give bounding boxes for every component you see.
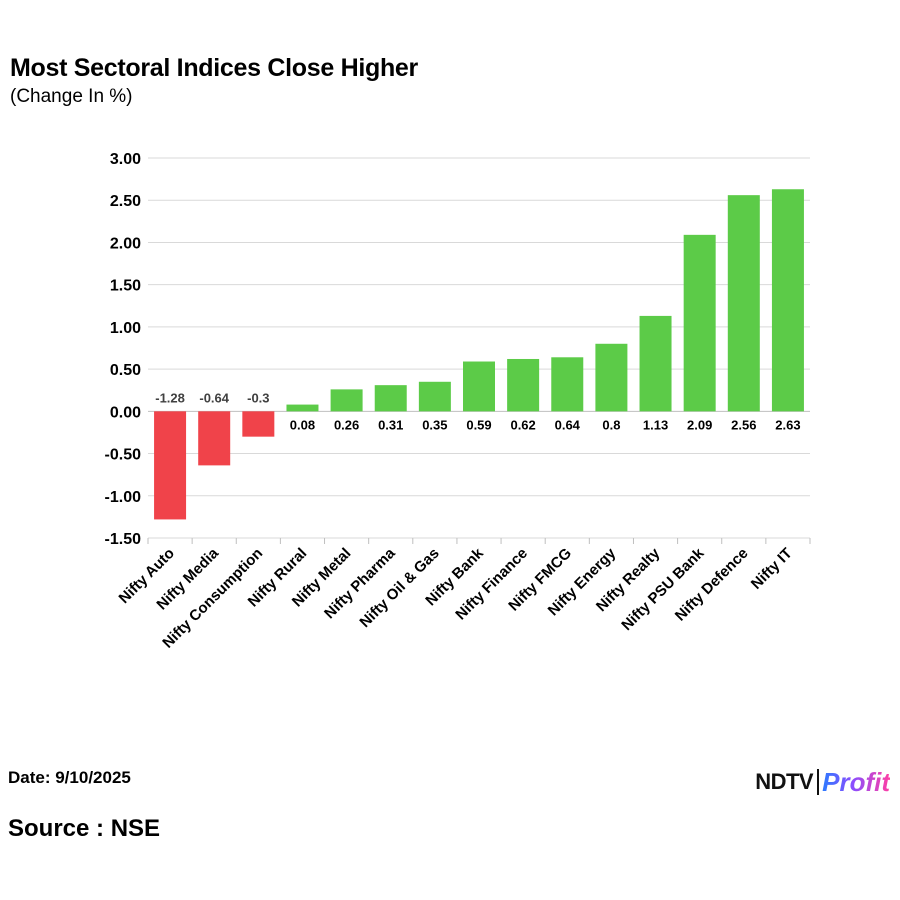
bar: [727, 195, 760, 412]
data-label: 0.35: [422, 417, 447, 432]
bar: [154, 411, 187, 520]
bar: [639, 315, 672, 412]
bar: [374, 385, 407, 412]
y-tick-label: 0.00: [110, 404, 141, 421]
x-category-label: Nifty IT: [748, 545, 796, 593]
y-tick-label: 1.50: [110, 278, 141, 295]
bar: [242, 411, 275, 437]
data-label: -1.28: [155, 390, 185, 405]
y-axis-ticks: 3.00 2.50 2.00 1.50 1.00 0.50 0.00 -0.50 -1.00 -1…: [105, 151, 142, 548]
bar: [507, 358, 540, 412]
y-tick-label: -0.50: [105, 447, 142, 464]
y-tick-label: 1.00: [110, 320, 141, 337]
bar: [683, 234, 716, 412]
data-label: 2.63: [775, 417, 800, 432]
data-label: 0.59: [466, 417, 491, 432]
data-label: 0.08: [290, 417, 315, 432]
data-label: 0.62: [510, 417, 535, 432]
data-label: 0.64: [555, 417, 581, 432]
bar: [286, 404, 319, 412]
data-label: -0.3: [247, 390, 269, 405]
chart-title: Most Sectoral Indices Close Higher: [10, 54, 418, 82]
brand-ndtv: NDTV: [755, 769, 814, 794]
y-tick-label: 2.00: [110, 235, 141, 252]
data-label: 0.8: [602, 417, 620, 432]
bars: [154, 189, 804, 520]
y-tick-label: -1.50: [105, 531, 142, 548]
bar: [551, 357, 584, 412]
bar: [330, 389, 363, 412]
source-label: Source : NSE: [8, 815, 161, 842]
y-tick-label: 2.50: [110, 193, 141, 210]
bar: [198, 411, 231, 466]
bar: [463, 361, 495, 412]
data-label: -0.64: [199, 390, 229, 405]
data-label: 2.56: [731, 417, 756, 432]
data-label: 0.31: [378, 417, 403, 432]
y-tick-label: 3.00: [110, 151, 141, 168]
bar-chart: 3.00 2.50 2.00 1.50 1.00 0.50 0.00 -0.50 -1.00 -1…: [105, 151, 811, 652]
brand-separator: [817, 769, 820, 795]
date-label: Date: 9/10/2025: [8, 768, 131, 787]
data-label: 1.13: [643, 417, 668, 432]
y-tick-label: -1.00: [105, 489, 142, 506]
y-tick-label: 0.50: [110, 362, 141, 379]
ndtv-profit-logo: NDTV Profit: [755, 764, 890, 800]
data-label: 0.26: [334, 417, 359, 432]
data-label: 2.09: [687, 417, 712, 432]
data-labels: -1.28 -0.64 -0.3 0.08 0.26 0.31 0.35 0.59 0.62 0.…: [155, 390, 800, 432]
bar: [771, 189, 804, 412]
bar: [418, 381, 451, 412]
bar: [595, 343, 628, 412]
brand-profit: Profit: [822, 766, 890, 797]
chart-subtitle: (Change In %): [10, 86, 133, 107]
x-category-label: Nifty Oil & Gas: [356, 545, 442, 631]
